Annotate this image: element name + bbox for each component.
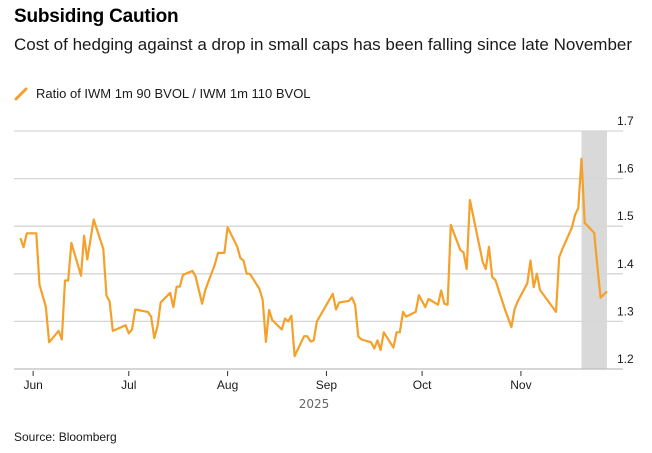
x-tick-label: Jun [23, 378, 42, 392]
legend: Ratio of IWM 1m 90 BVOL / IWM 1m 110 BVO… [14, 86, 311, 101]
y-tick-label: 1.7 [617, 114, 634, 128]
y-tick-label: 1.3 [617, 304, 634, 318]
y-tick-label: 1.2 [617, 352, 634, 366]
series-line [19, 157, 608, 358]
x-tick-label: Jul [121, 378, 136, 392]
shaded-region [581, 131, 607, 369]
y-tick-label: 1.4 [617, 257, 634, 271]
y-tick-label: 1.5 [617, 209, 634, 223]
x-tick-label: Sep [316, 378, 338, 392]
x-tick-label: Nov [510, 378, 531, 392]
y-tick-label: 1.6 [617, 162, 634, 176]
x-tick-label: Aug [217, 378, 238, 392]
legend-label: Ratio of IWM 1m 90 BVOL / IWM 1m 110 BVO… [36, 86, 311, 101]
source-note: Source: Bloomberg [14, 430, 117, 444]
x-axis-title: 2025 [299, 397, 330, 411]
chart-title: Subsiding Caution [14, 6, 179, 27]
legend-line-icon [14, 87, 28, 100]
x-tick-label: Oct [413, 378, 432, 392]
chart-subtitle: Cost of hedging against a drop in small … [14, 35, 633, 54]
